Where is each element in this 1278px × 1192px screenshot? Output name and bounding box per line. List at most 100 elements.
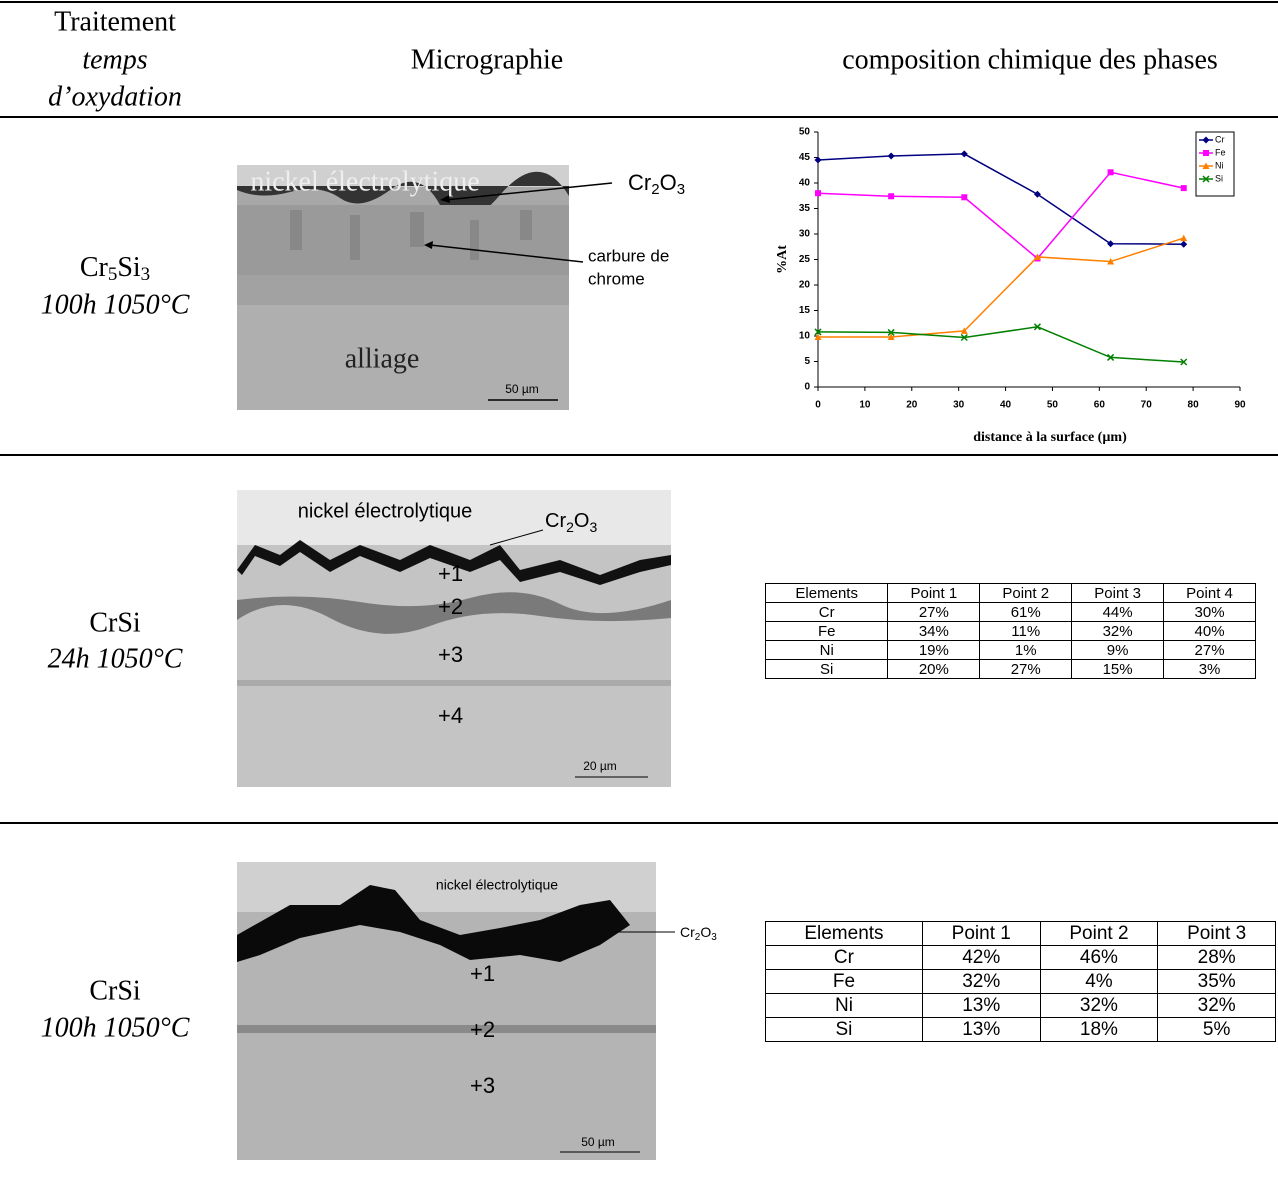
- table-row: Si 20% 27% 15% 3%: [764, 659, 1256, 679]
- header-composition: composition chimique des phases: [842, 44, 1218, 75]
- marker: [1202, 175, 1210, 183]
- x-axis-label: distance à la surface (µm): [973, 430, 1127, 445]
- sample-part: Si: [117, 252, 141, 283]
- table-cell: 44%: [1071, 602, 1165, 622]
- table-cell: 13%: [921, 993, 1041, 1018]
- table-cell: Point 1: [887, 583, 981, 603]
- oxide-part: Cr: [628, 170, 651, 195]
- scale-label: 50 µm: [581, 1135, 615, 1149]
- rules: [0, 1, 1278, 824]
- marker: [887, 328, 895, 336]
- y-tick-label: 40: [799, 178, 811, 189]
- micrograph: nickel électrolytique Cr2O3 +1 +2 +3 +4 …: [237, 490, 671, 787]
- table-cell: 34%: [887, 621, 981, 641]
- x-tick-label: 70: [1141, 400, 1153, 411]
- marker: [1180, 240, 1188, 248]
- series-line: [818, 237, 1184, 338]
- marker: [887, 152, 895, 160]
- table-cell: 32%: [1157, 993, 1276, 1018]
- marker: [888, 193, 895, 200]
- legend-label: Cr: [1215, 134, 1225, 144]
- y-tick-label: 50: [799, 127, 811, 138]
- micrograph: nickel électrolytique Cr2O3 +1 +2 +3 50 …: [237, 862, 717, 1160]
- table: Elements Point 1 Point 2 Point 3 Cr 42% 46% 28%…: [765, 921, 1276, 1042]
- x-tick-label: 40: [1000, 400, 1012, 411]
- scale-label: 50 µm: [505, 382, 539, 396]
- legend-label: Si: [1215, 173, 1223, 183]
- marker: [1033, 190, 1041, 198]
- series-line: [817, 326, 1184, 363]
- table-cell: 15%: [1071, 659, 1165, 679]
- marker: [1180, 185, 1187, 192]
- marker: [815, 190, 821, 197]
- point-number: 3: [451, 642, 463, 667]
- table-cell: 19%: [887, 640, 981, 660]
- chart: 0 5 10 15 20 25 30 35 40 45 50 0 10 20 30 40 50 60 70 80 90%…: [775, 127, 1246, 446]
- marker: [1107, 258, 1115, 265]
- table-cell: Point 1: [921, 921, 1041, 946]
- condition: 100h 1050°C: [41, 1012, 190, 1043]
- marker: [1107, 353, 1115, 361]
- oxide-sub: 2: [695, 932, 701, 943]
- oxide-sub: 3: [589, 519, 597, 535]
- table-cell: Cr: [764, 602, 889, 622]
- table-cell: Point 2: [1039, 921, 1159, 946]
- point-number: 3: [483, 1073, 495, 1098]
- marker: [960, 327, 968, 334]
- y-tick-label: 0: [804, 382, 810, 393]
- sample-sub: 3: [141, 264, 151, 285]
- y-tick-label: 45: [799, 152, 811, 163]
- table-cell: Elements: [765, 921, 923, 946]
- table-row: Ni 19% 1% 9% 27%: [764, 640, 1256, 660]
- table-row: Elements Point 1 Point 2 Point 3: [765, 921, 1276, 946]
- layer-label: nickel électrolytique: [250, 166, 479, 197]
- marker: [1107, 169, 1114, 176]
- table-cell: 1%: [979, 640, 1073, 660]
- table-row: Cr 27% 61% 44% 30%: [764, 602, 1256, 622]
- table-cell: Point 4: [1163, 583, 1256, 603]
- x-tick-label: 80: [1188, 400, 1200, 411]
- legend-label: Ni: [1215, 160, 1224, 170]
- table-cell: Elements: [764, 583, 889, 603]
- table-cell: 32%: [1039, 993, 1159, 1018]
- table-cell: 42%: [921, 945, 1041, 970]
- condition: 100h 1050°C: [41, 289, 190, 320]
- x-tick-label: 90: [1234, 400, 1246, 411]
- y-tick-label: 5: [804, 356, 810, 367]
- table-row: Si 13% 18% 5%: [765, 1017, 1276, 1042]
- point-label: +2: [470, 1017, 495, 1042]
- x-tick-label: 50: [1047, 400, 1059, 411]
- oxide-sub: 3: [711, 932, 717, 943]
- table-cell: 35%: [1157, 969, 1276, 994]
- alloy-label: alliage: [345, 343, 420, 374]
- x-tick-label: 20: [906, 400, 918, 411]
- sample-part: Cr: [80, 252, 109, 283]
- x-tick-label: 60: [1094, 400, 1106, 411]
- y-tick-label: 10: [799, 331, 811, 342]
- table-cell: 32%: [1071, 621, 1165, 641]
- x-tick-label: 0: [815, 400, 821, 411]
- table-cell: 11%: [979, 621, 1073, 641]
- marker: [1202, 136, 1210, 144]
- sample: CrSi: [89, 975, 141, 1006]
- table-cell: 20%: [887, 659, 981, 679]
- point-label: +3: [470, 1073, 495, 1098]
- table-cell: Si: [764, 659, 889, 679]
- header-oxidation: d’oxydation: [48, 81, 182, 112]
- marker: [814, 156, 822, 164]
- table-cell: 13%: [921, 1017, 1041, 1042]
- oxide-sub: 2: [566, 519, 574, 535]
- table-cell: 32%: [921, 969, 1041, 994]
- marker: [814, 333, 822, 341]
- table-cell: Point 2: [979, 583, 1073, 603]
- oxide-part: O: [700, 924, 711, 940]
- series-line: [817, 171, 1184, 260]
- oxide-sub: 3: [677, 181, 685, 198]
- table-cell: Si: [765, 1017, 923, 1042]
- x-tick-label: 30: [953, 400, 965, 411]
- table-cell: 30%: [1163, 602, 1256, 622]
- header-micrograph: Micrographie: [411, 44, 563, 75]
- table-cell: Ni: [765, 993, 923, 1018]
- x-tick-label: 10: [859, 400, 871, 411]
